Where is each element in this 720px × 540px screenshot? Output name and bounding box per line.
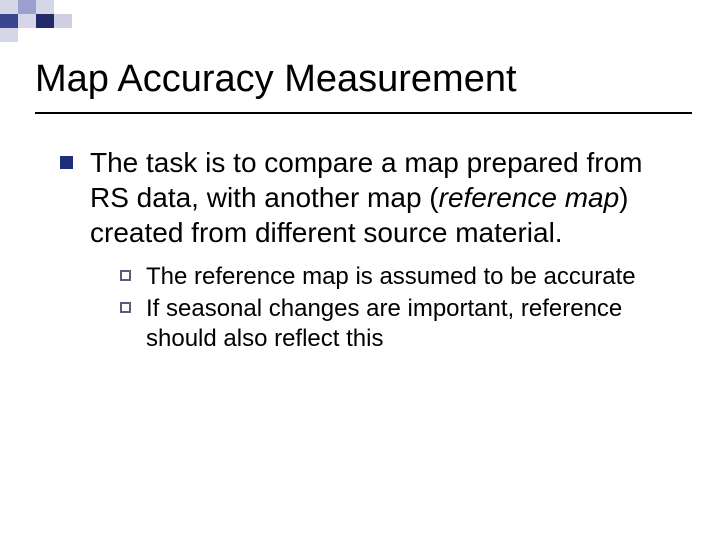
deco-square [36,0,54,14]
bullet-level-2: The reference map is assumed to be accur… [120,262,670,292]
lvl2-text: The reference map is assumed to be accur… [146,263,636,290]
lvl2-text: If seasonal changes are important, refer… [146,295,622,352]
hollow-square-bullet-icon [120,302,131,313]
title-underline [35,112,692,114]
deco-square [36,14,54,28]
hollow-square-bullet-icon [120,270,131,281]
slide-body: The task is to compare a map prepared fr… [60,145,670,356]
filled-square-bullet-icon [60,156,73,169]
deco-square [18,0,36,14]
deco-square [0,0,18,14]
slide-title: Map Accuracy Measurement [35,58,517,100]
lvl1-text-italic: reference map [439,182,620,213]
deco-square [0,14,18,28]
corner-decoration [0,0,120,60]
bullet-level-1: The task is to compare a map prepared fr… [60,145,670,354]
deco-square [54,14,72,28]
deco-square [0,28,18,42]
sub-bullets: The reference map is assumed to be accur… [90,262,670,354]
bullet-level-2: If seasonal changes are important, refer… [120,294,670,354]
title-container: Map Accuracy Measurement [35,58,685,101]
deco-square [18,14,36,28]
